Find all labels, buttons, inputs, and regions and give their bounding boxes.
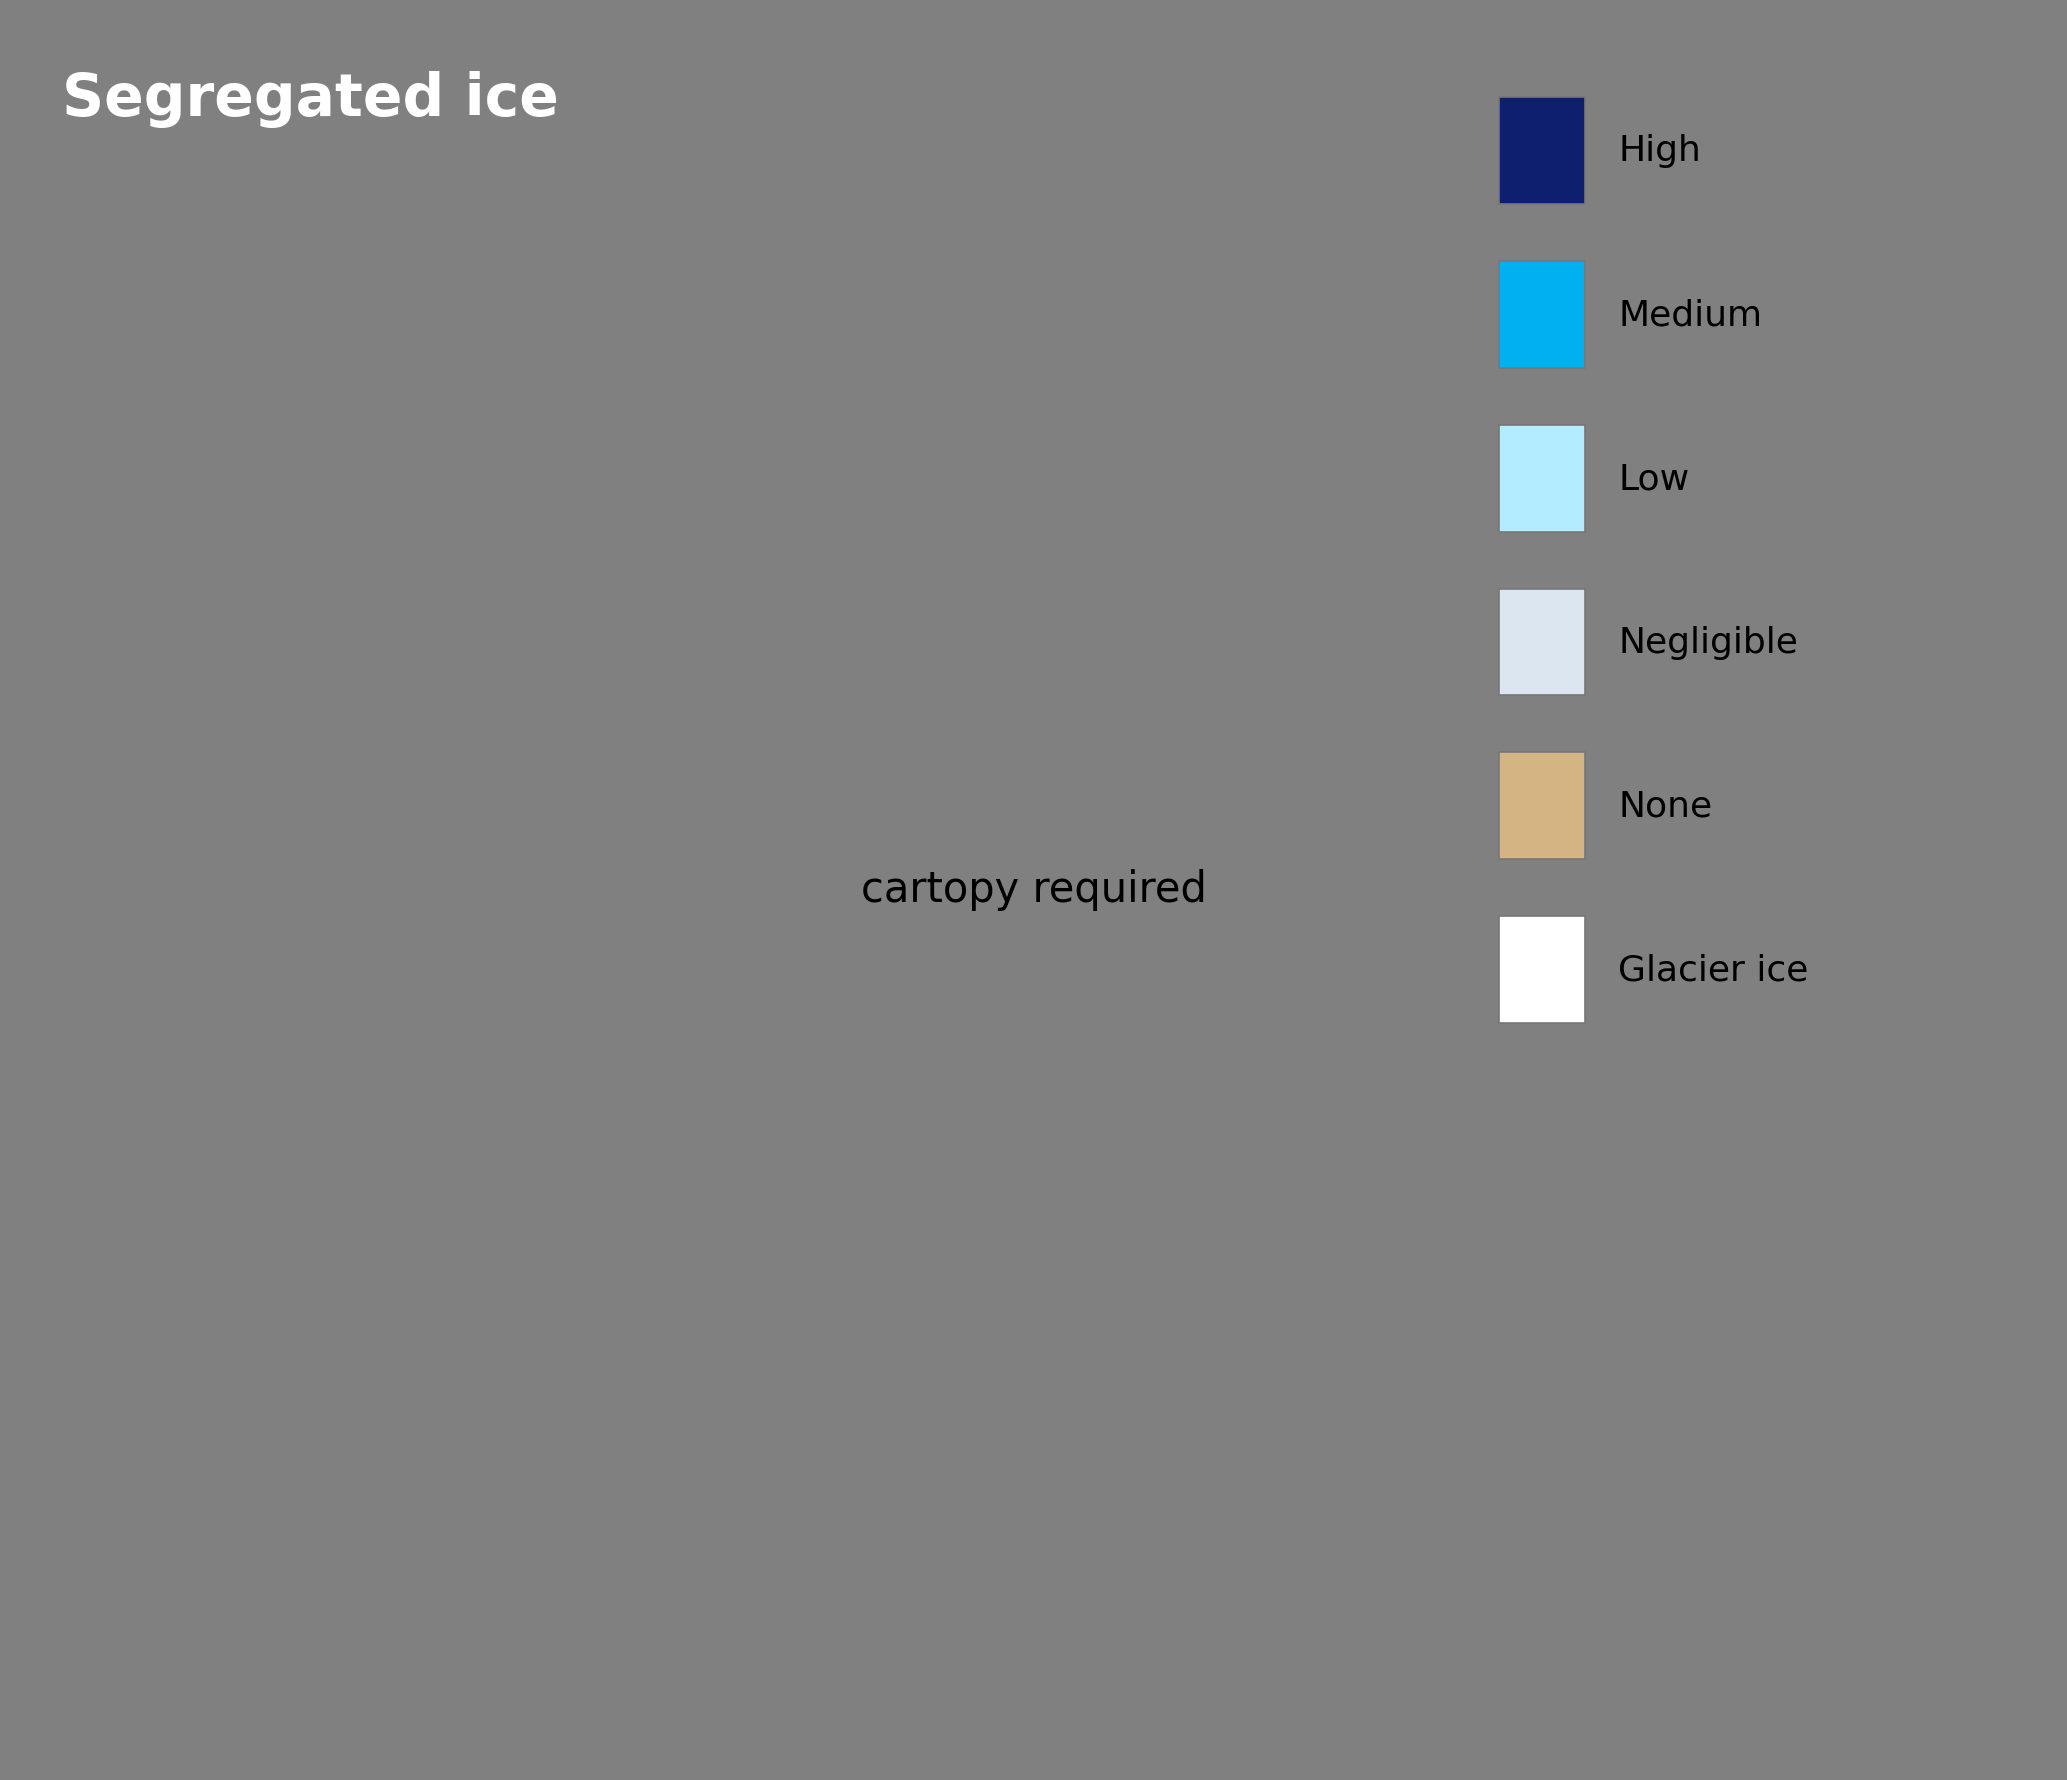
Text: Low: Low <box>1618 461 1689 497</box>
Text: None: None <box>1618 789 1714 824</box>
Text: Medium: Medium <box>1618 297 1763 333</box>
Text: Negligible: Negligible <box>1618 625 1798 660</box>
Text: Glacier ice: Glacier ice <box>1618 952 1809 988</box>
Text: Segregated ice: Segregated ice <box>62 71 558 128</box>
Text: High: High <box>1618 134 1701 169</box>
Text: cartopy required: cartopy required <box>860 869 1207 911</box>
